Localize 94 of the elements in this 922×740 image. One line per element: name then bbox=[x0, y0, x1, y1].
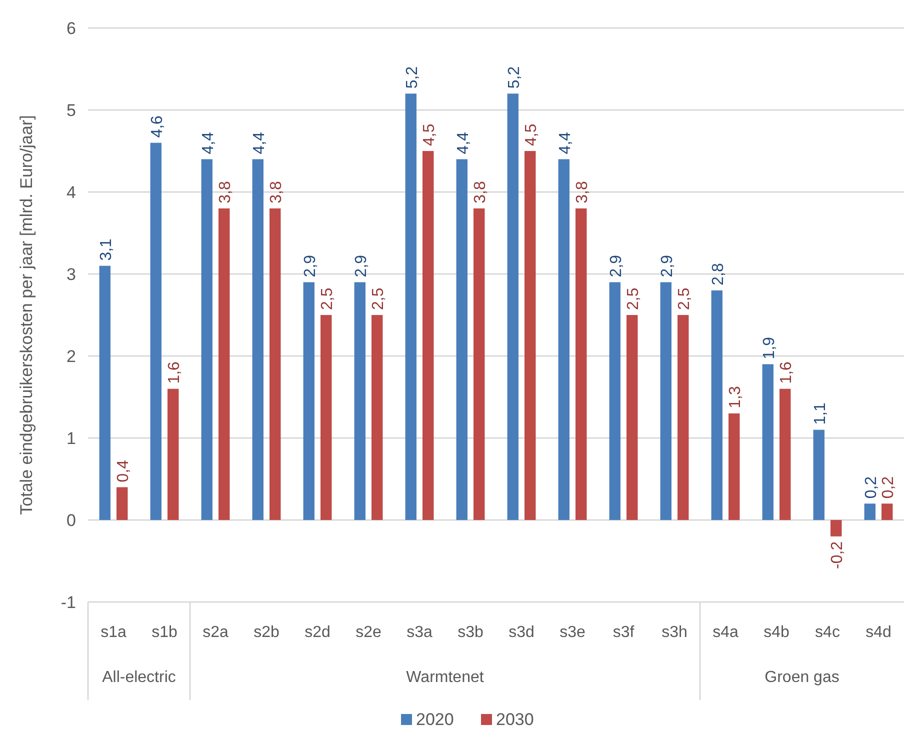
data-label: 2,9 bbox=[658, 254, 676, 278]
data-label: 2,9 bbox=[302, 254, 319, 278]
y-tick-label: 2 bbox=[66, 346, 76, 366]
bar bbox=[252, 159, 264, 520]
y-tick-label: 0 bbox=[66, 510, 76, 530]
bar bbox=[270, 208, 281, 520]
x-tick-label: s3b bbox=[458, 624, 484, 641]
data-label: 3,8 bbox=[574, 181, 592, 204]
bar bbox=[150, 142, 162, 520]
x-tick-label: s1b bbox=[152, 624, 178, 641]
data-label: 3,1 bbox=[98, 238, 115, 261]
bar bbox=[830, 520, 842, 536]
data-label: 2,8 bbox=[710, 263, 727, 286]
data-label: -0,2 bbox=[829, 541, 846, 569]
bar bbox=[558, 159, 570, 520]
bar bbox=[660, 282, 672, 520]
data-label: 1,6 bbox=[778, 361, 796, 384]
x-tick-label: s2d bbox=[304, 624, 330, 641]
x-tick-label: s2e bbox=[356, 624, 382, 641]
x-tick-label: s3e bbox=[560, 624, 586, 641]
data-label: 1,1 bbox=[812, 402, 829, 425]
text: Groen gas bbox=[764, 669, 840, 686]
x-tick-label: s3h bbox=[662, 624, 688, 641]
data-label: 4,4 bbox=[556, 132, 574, 154]
bar bbox=[882, 504, 893, 520]
x-tick-label: s4d bbox=[866, 624, 892, 641]
y-tick-label: -1 bbox=[60, 592, 76, 612]
bar bbox=[218, 208, 230, 520]
data-label: 3,8 bbox=[217, 181, 234, 204]
data-label: 1,3 bbox=[727, 386, 744, 408]
data-label: 0,4 bbox=[115, 460, 132, 482]
bar bbox=[474, 208, 485, 520]
data-label: 4,5 bbox=[523, 124, 540, 146]
bar bbox=[354, 282, 366, 520]
bar bbox=[303, 282, 314, 520]
data-label: 4,4 bbox=[200, 132, 217, 154]
bar bbox=[99, 266, 110, 520]
bar bbox=[711, 290, 722, 520]
y-tick-label: 5 bbox=[66, 100, 76, 120]
bar bbox=[507, 94, 518, 520]
data-label: 2,5 bbox=[370, 288, 388, 310]
data-label: 0,2 bbox=[862, 476, 880, 499]
data-label: 5,2 bbox=[404, 66, 421, 89]
data-label: 4,4 bbox=[250, 132, 268, 154]
bar bbox=[116, 487, 128, 520]
bar bbox=[780, 388, 791, 520]
x-tick-label: s2a bbox=[202, 624, 228, 641]
data-label: 1,6 bbox=[166, 361, 184, 384]
data-label: 5,2 bbox=[506, 66, 523, 89]
text: All-electric bbox=[102, 669, 176, 686]
x-tick-label: s3a bbox=[406, 624, 432, 641]
data-label: 0,2 bbox=[880, 476, 898, 499]
x-tick-label: s4b bbox=[764, 624, 790, 641]
data-label: 1,9 bbox=[760, 336, 778, 360]
bar bbox=[626, 315, 638, 520]
data-label: 4,5 bbox=[421, 124, 438, 146]
bar bbox=[320, 315, 332, 520]
bar bbox=[405, 94, 416, 520]
bar bbox=[864, 504, 876, 520]
bar bbox=[372, 315, 383, 520]
data-label: 4,4 bbox=[454, 132, 472, 154]
x-tick-label: s4c bbox=[815, 624, 840, 641]
y-tick-label: 6 bbox=[66, 18, 76, 38]
x-tick-label: s1a bbox=[100, 624, 126, 641]
legend-label: 2020 bbox=[416, 710, 454, 729]
bar bbox=[576, 208, 587, 520]
bar bbox=[524, 151, 536, 520]
text: Warmtenet bbox=[406, 669, 484, 686]
bar bbox=[422, 151, 434, 520]
bar bbox=[762, 364, 774, 520]
bar bbox=[728, 413, 740, 520]
bar bbox=[168, 388, 179, 520]
data-label: 3,8 bbox=[268, 181, 286, 204]
bar bbox=[678, 315, 689, 520]
legend-label: 2030 bbox=[496, 710, 534, 729]
data-label: 4,6 bbox=[148, 115, 166, 138]
bar bbox=[813, 430, 824, 520]
data-label: 2,5 bbox=[319, 288, 336, 310]
y-tick-label: 3 bbox=[66, 264, 76, 284]
y-tick-label: 1 bbox=[66, 428, 76, 448]
data-label: 2,9 bbox=[608, 254, 625, 278]
data-label: 2,5 bbox=[625, 288, 642, 310]
data-label: 3,8 bbox=[472, 181, 490, 204]
x-tick-label: s4a bbox=[712, 624, 738, 641]
y-tick-label: 4 bbox=[66, 182, 76, 202]
bar bbox=[456, 159, 468, 520]
x-tick-label: s3d bbox=[508, 624, 534, 641]
x-tick-label: s2b bbox=[254, 624, 280, 641]
bar bbox=[201, 159, 212, 520]
data-label: 2,9 bbox=[352, 254, 370, 278]
data-label: 2,5 bbox=[676, 288, 694, 310]
bar bbox=[609, 282, 620, 520]
y-axis-title: Totale eindgebruikerskosten per jaar [mlrd. Euro/jaar] bbox=[17, 115, 36, 515]
x-tick-label: s3f bbox=[612, 624, 635, 641]
